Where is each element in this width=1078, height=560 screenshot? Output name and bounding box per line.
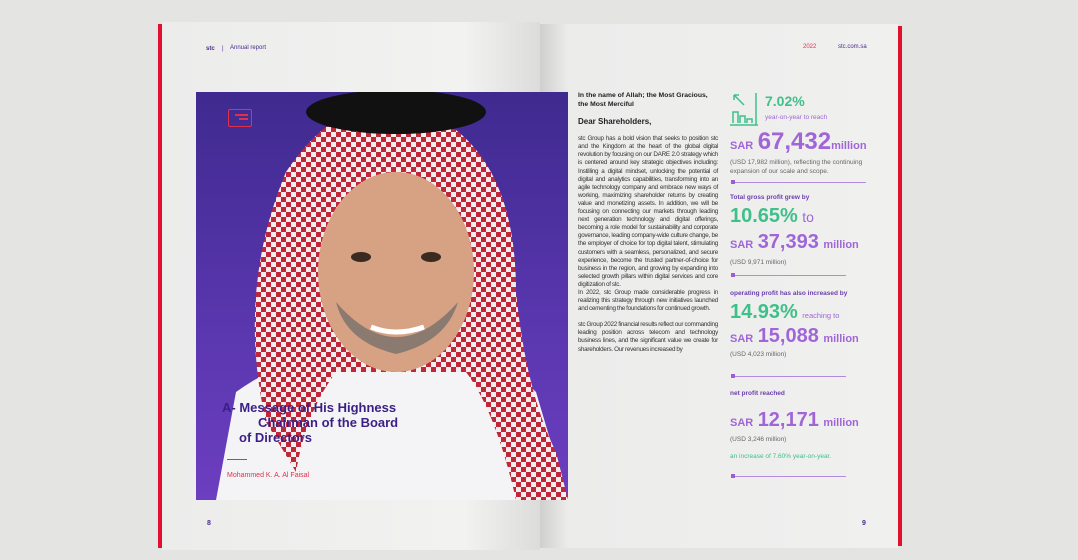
chairman-name: Mohammed K. A. Al Faisal	[227, 472, 310, 479]
unit: million	[823, 417, 859, 429]
net-increase: an increase of 7.60% year-on-year.	[730, 453, 832, 460]
operating-amount: 15,088	[757, 325, 819, 347]
divider	[731, 273, 846, 277]
header-year: 2022	[803, 44, 817, 50]
unit: million	[831, 140, 867, 152]
header-website: stc.com.sa	[838, 44, 867, 50]
operating-pct-text: reaching to	[802, 311, 840, 320]
gross-value: SAR 37,393 million	[730, 230, 859, 257]
page-number-left: 8	[207, 520, 211, 527]
header-brand: stc	[206, 46, 215, 52]
title-underline	[227, 459, 247, 460]
operating-pct: 14.93%	[730, 301, 798, 323]
gross-growth: 10.65% to	[730, 204, 814, 230]
growth-chart-icon	[730, 93, 758, 126]
operating-label: operating profit has also increased by	[730, 290, 848, 297]
gross-label: Total gross profit grew by	[730, 194, 810, 201]
revenue-note: (USD 17,982 million), reflecting the con…	[730, 159, 863, 175]
title-line-1: A- Message of His Highness	[222, 400, 397, 415]
divider	[731, 474, 846, 478]
page-number-right: 9	[862, 520, 866, 527]
paragraph-1: stc Group has a bold vision that seeks t…	[578, 135, 718, 288]
gross-pct: 10.65%	[730, 205, 798, 227]
revenue-value: SAR 67,432million	[730, 128, 867, 160]
salutation: Dear Shareholders,	[578, 117, 652, 127]
right-page	[540, 24, 898, 548]
revenue-amount: 67,432	[757, 128, 832, 155]
divider	[731, 180, 866, 184]
currency: SAR	[730, 333, 754, 345]
net-label: net profit reached	[730, 390, 785, 397]
operating-value: SAR 15,088 million	[730, 324, 859, 351]
left-cover-edge	[158, 24, 163, 548]
gross-pct-text: to	[802, 209, 814, 225]
paragraph-3: stc Group 2022 financial results reflect…	[578, 321, 718, 353]
operating-note: (USD 4,023 million)	[730, 351, 787, 358]
greeting: In the name of Allah; the Most Gracious,…	[578, 92, 708, 108]
right-cover-edge	[897, 26, 902, 546]
gross-note: (USD 9,971 million)	[730, 259, 787, 266]
header-separator: |	[222, 46, 224, 52]
unit: million	[823, 239, 859, 251]
net-amount: 12,171	[757, 409, 819, 431]
currency: SAR	[730, 140, 754, 152]
letter-column: In the name of Allah; the Most Gracious,…	[578, 92, 718, 354]
title-line-3: of Directors	[239, 430, 312, 445]
chairman-photo	[196, 92, 568, 500]
title-line-2: Chairman of the Board	[258, 415, 399, 430]
net-value: SAR 12,171 million	[730, 408, 859, 435]
gross-amount: 37,393	[757, 231, 819, 253]
chat-bubble-icon	[228, 109, 252, 127]
currency: SAR	[730, 239, 754, 251]
header-section: Annual report	[230, 45, 267, 51]
currency: SAR	[730, 417, 754, 429]
divider	[731, 374, 846, 378]
operating-growth: 14.93% reaching to	[730, 300, 839, 328]
net-note: (USD 3,246 million)	[730, 436, 787, 443]
revenue-growth-pct: 7.02%	[765, 93, 805, 109]
revenue-growth-text: year-on-year to reach	[765, 114, 828, 121]
paragraph-2: In 2022, stc Group made considerable pro…	[578, 288, 718, 313]
unit: million	[823, 333, 859, 345]
